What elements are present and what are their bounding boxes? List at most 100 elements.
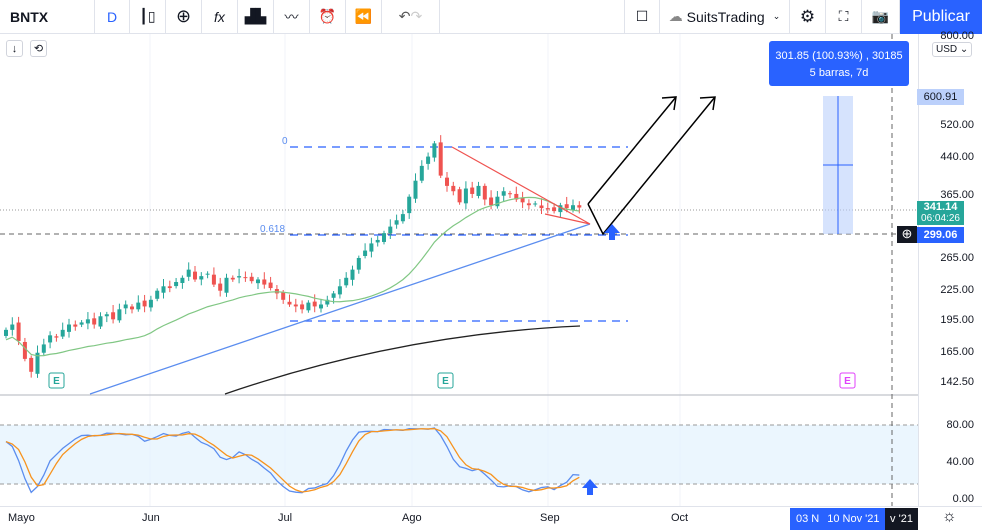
candle (4, 329, 8, 336)
candle (41, 344, 46, 353)
candle (193, 271, 197, 280)
candle (558, 205, 563, 213)
time-cursor-left: 03 N (796, 513, 820, 525)
arrow-down-icon[interactable]: ↓ (6, 40, 23, 57)
candle (394, 220, 399, 225)
fib-lines[interactable] (290, 146, 628, 322)
ma50-line (5, 196, 580, 357)
cloud-icon: ☁ (668, 8, 687, 24)
candle (111, 312, 116, 320)
osc-label: 80.00 (946, 419, 974, 431)
candle (293, 304, 298, 307)
function-icon[interactable]: fx (202, 0, 238, 34)
earnings-marker[interactable]: E (442, 376, 449, 387)
candle (136, 302, 141, 310)
candle (407, 196, 412, 214)
arrow-up-icon (582, 479, 598, 495)
earnings-marker[interactable]: E (53, 376, 60, 387)
candle (350, 269, 355, 280)
candle (67, 324, 71, 332)
candle (331, 293, 336, 298)
time-axis[interactable] (0, 506, 982, 507)
top-toolbar: BNTX D ┃▯ ⊕ fx ▟▙ 〰 ⏰ ⏪ ↶ ↷ ☐ ☁ SuitsTra… (0, 0, 982, 34)
candle (237, 276, 242, 278)
fullscreen-icon[interactable]: ⛶ (826, 0, 862, 34)
time-cursor-right: v '21 (885, 508, 918, 530)
candle (445, 177, 449, 186)
price-axis[interactable] (918, 34, 982, 506)
candle (199, 276, 204, 280)
candles-icon[interactable]: ┃▯ (130, 0, 166, 34)
candle (489, 197, 494, 206)
time-label: Mayo (8, 512, 35, 524)
earnings-marker-upcoming[interactable]: E (844, 376, 851, 387)
candle (533, 203, 538, 205)
candle (281, 292, 286, 300)
replay-icon[interactable]: ⏪ (346, 0, 382, 34)
time-label: Oct (671, 512, 689, 524)
candle (495, 196, 500, 207)
candle (230, 277, 235, 280)
symbol-button[interactable]: BNTX (0, 0, 95, 34)
candle (438, 142, 443, 176)
candle (60, 329, 65, 337)
candle (16, 322, 21, 341)
triangle-pattern[interactable] (451, 146, 591, 225)
candle (148, 299, 153, 308)
candle (552, 207, 557, 212)
candle (382, 233, 386, 242)
price-label: 165.00 (940, 346, 974, 358)
price-chart[interactable]: 0 0.618 E E E TV (0, 34, 918, 506)
candle (571, 205, 575, 211)
candle (218, 283, 223, 291)
candle (476, 185, 481, 196)
candle (10, 324, 15, 330)
price-label: 440.00 (940, 151, 974, 163)
projection-arrows[interactable] (587, 96, 716, 236)
bar-chart-icon[interactable]: ▟▙ (238, 0, 274, 34)
settings-icon[interactable]: ⚙ (790, 0, 826, 34)
candle (482, 185, 487, 200)
candle (470, 187, 475, 194)
candle (508, 193, 512, 195)
candle (539, 205, 544, 209)
candle (29, 357, 34, 372)
candle (526, 203, 531, 206)
alarm-icon[interactable]: ⏰ (310, 0, 346, 34)
candle (413, 180, 418, 199)
candle (54, 336, 59, 338)
currency-select[interactable]: USD ⌄ (932, 42, 973, 57)
add-alert-icon[interactable]: ⊕ (897, 226, 917, 243)
camera-icon[interactable]: 📷 (862, 0, 900, 34)
candle (457, 189, 462, 203)
sync-icon[interactable]: ⟲ (30, 40, 47, 57)
measure-value: 301.85 (100.93%) , 30185 (775, 50, 903, 62)
candle (564, 204, 569, 209)
undo-redo-icon[interactable]: ↶ ↷ (382, 0, 440, 34)
last-price-tag: 341.14 06:04:26 (917, 201, 964, 225)
candle (369, 243, 374, 252)
templates-icon[interactable]: 〰 (274, 0, 310, 34)
candle (319, 304, 323, 309)
candle (306, 302, 311, 311)
candle (432, 143, 437, 158)
candle (514, 193, 519, 200)
price-label: 195.00 (940, 314, 974, 326)
candle (79, 322, 84, 325)
candle (501, 191, 506, 196)
candle (363, 250, 368, 256)
interval-button[interactable]: D (95, 0, 130, 34)
add-indicator-icon[interactable]: ⊕ (166, 0, 202, 34)
fib-label-0: 0 (282, 136, 288, 147)
ma200-line (224, 325, 581, 395)
layout-square-icon[interactable]: ☐ (624, 0, 660, 34)
candle (243, 277, 248, 279)
price-label: 142.50 (940, 376, 974, 388)
settings-icon[interactable]: ☼ (942, 508, 957, 525)
candle (205, 273, 210, 275)
fib-label-618: 0.618 (260, 224, 285, 235)
trendline[interactable] (89, 223, 591, 395)
candle (92, 318, 97, 325)
publish-button[interactable]: Publicar (900, 0, 982, 34)
layout-name-button[interactable]: ☁ SuitsTrading ⌄ (660, 0, 790, 34)
